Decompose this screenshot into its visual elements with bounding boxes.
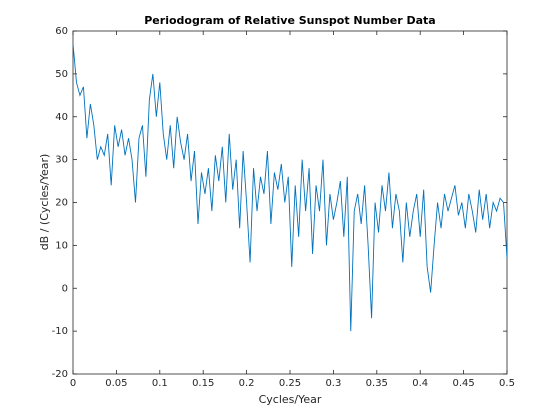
x-tick-label: 0.25 xyxy=(279,378,301,389)
x-tick-label: 0.15 xyxy=(192,378,214,389)
y-tick-label: 50 xyxy=(55,69,68,80)
y-tick-label: 60 xyxy=(55,26,68,37)
x-tick-label: 0.45 xyxy=(452,378,474,389)
y-tick-label: -20 xyxy=(52,369,68,380)
y-tick-label: 20 xyxy=(55,198,68,209)
x-tick-label: 0.1 xyxy=(152,378,168,389)
line-series xyxy=(72,43,508,332)
y-tick-label: 10 xyxy=(55,240,68,251)
x-tick-label: 0.05 xyxy=(105,378,127,389)
x-tick-label: 0 xyxy=(70,378,76,389)
y-tick-label: -10 xyxy=(52,326,68,337)
y-axis-label: dB / (Cycles/Year) xyxy=(38,154,51,251)
y-tick-label: 30 xyxy=(55,155,68,166)
x-tick-label: 0.35 xyxy=(366,378,388,389)
x-tick-label: 0.3 xyxy=(325,378,341,389)
x-tick-label: 0.5 xyxy=(499,378,515,389)
x-axis-label: Cycles/Year xyxy=(259,393,322,406)
chart-title: Periodogram of Relative Sunspot Number D… xyxy=(144,14,435,27)
x-tick-label: 0.2 xyxy=(239,378,255,389)
x-tick-label: 0.4 xyxy=(412,378,428,389)
y-tick-label: 40 xyxy=(55,112,68,123)
y-tick-label: 0 xyxy=(62,283,68,294)
